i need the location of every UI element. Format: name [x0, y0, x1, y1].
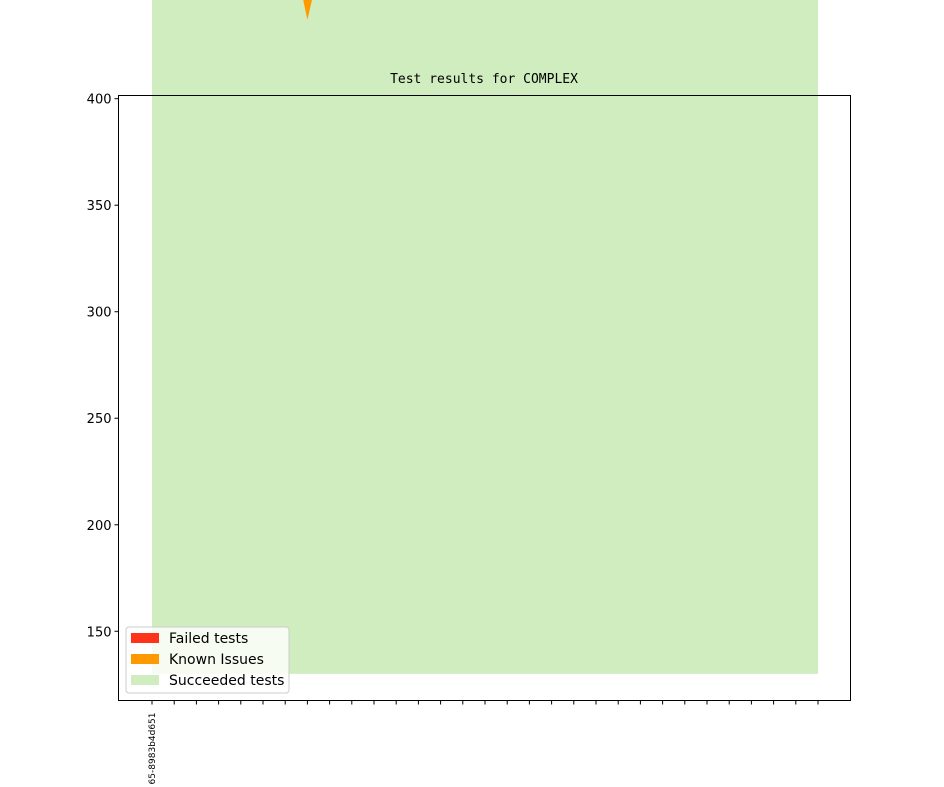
plot-areas — [152, 0, 818, 674]
area-succeeded-tests — [152, 0, 818, 674]
chart-title: Test results for COMPLEX — [390, 72, 578, 87]
legend-label-known: Known Issues — [169, 652, 264, 668]
x-axis: 65-8983b4d651 — [148, 700, 819, 785]
y-tick-label: 300 — [87, 306, 112, 321]
legend-swatch-succeeded — [131, 675, 159, 685]
legend: Failed tests Known Issues Succeeded test… — [125, 626, 290, 694]
y-axis: 150 200 250 300 350 400 — [87, 93, 119, 640]
y-tick-label: 350 — [87, 199, 112, 214]
legend-box — [125, 626, 290, 694]
area-known-issues — [303, 0, 313, 20]
y-tick-label: 250 — [87, 412, 112, 427]
legend-swatch-failed — [131, 633, 159, 643]
y-tick-label: 200 — [87, 519, 112, 534]
legend-label-failed: Failed tests — [169, 631, 248, 647]
legend-label-succeeded: Succeeded tests — [169, 673, 284, 689]
y-tick-label: 400 — [87, 93, 112, 108]
x-tick-label: 65-8983b4d651 — [148, 713, 158, 785]
y-tick-label: 150 — [87, 625, 112, 640]
legend-swatch-known — [131, 654, 159, 664]
